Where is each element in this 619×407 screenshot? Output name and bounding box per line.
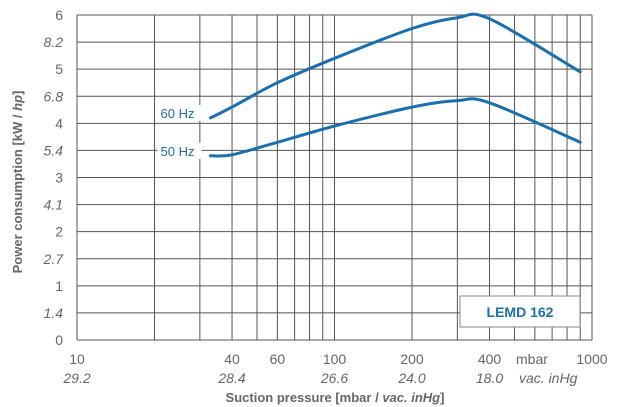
tick-labels: 0 1 2 3 4 5 6 1.4 2.7 4.1 5.4 6.8 8.2 10 29.2 40 28.4 60 1…	[43, 7, 608, 386]
x-tick-label: 100	[323, 351, 347, 367]
y-secondary-tick-label: 1.4	[44, 305, 64, 321]
x-tick-label: 10	[69, 351, 85, 367]
y-axis-label: Power consumption [kW / hp]	[10, 91, 25, 274]
series-label-bg	[157, 104, 202, 121]
x-secondary-tick-label: 26.6	[320, 370, 348, 386]
x-secondary-tick-label: 24.0	[397, 370, 425, 386]
y-tick-label: 2	[55, 224, 63, 240]
series-labels: 60 Hz 50 Hz	[157, 104, 202, 159]
x-secondary-tick-label: 29.2	[62, 370, 90, 386]
x-tick-label: 60	[270, 351, 286, 367]
model-label: LEMD 162	[487, 304, 554, 320]
y-secondary-tick-label: 2.7	[43, 251, 65, 267]
grid	[76, 14, 593, 341]
series-label-1: 50 Hz	[161, 144, 195, 159]
y-secondary-tick-label: 5.4	[44, 142, 64, 158]
y-tick-label: 0	[55, 332, 63, 348]
model-label-box: LEMD 162	[459, 295, 581, 328]
x-secondary-tick-label: 18.0	[476, 370, 503, 386]
x-tick-label: 200	[400, 351, 424, 367]
y-tick-label: 5	[55, 61, 63, 77]
y-tick-label: 3	[55, 170, 63, 186]
x-axis-label: Suction pressure [mbar / vac. inHg]	[226, 390, 445, 405]
y-tick-label: 6	[55, 7, 63, 23]
y-tick-label: 1	[55, 278, 63, 294]
x-secondary-tick-label: 28.4	[217, 370, 245, 386]
y-secondary-tick-label: 8.2	[44, 34, 64, 50]
series-lines	[209, 12, 582, 158]
series-line-1	[209, 97, 582, 158]
series-line-0	[209, 12, 582, 120]
x-tick-label: 1000	[576, 351, 607, 367]
series-label-0: 60 Hz	[161, 106, 195, 121]
x-secondary-unit-label: vac. inHg	[519, 370, 578, 386]
x-unit-label: mbar	[516, 351, 548, 367]
x-tick-label: 400	[478, 351, 502, 367]
series-label-bg	[157, 142, 202, 159]
y-tick-label: 4	[55, 115, 63, 131]
y-secondary-tick-label: 6.8	[44, 88, 64, 104]
y-secondary-tick-label: 4.1	[44, 197, 63, 213]
x-tick-label: 40	[224, 351, 240, 367]
